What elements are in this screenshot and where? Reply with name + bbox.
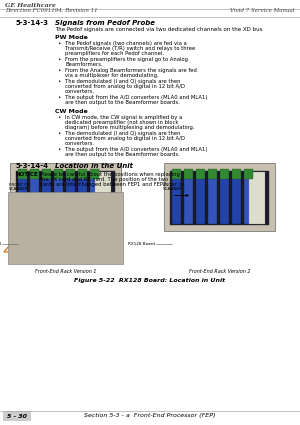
Text: 5-3-14-4: 5-3-14-4 [16, 163, 49, 169]
Text: preamplifiers for each Pedof channel.: preamplifiers for each Pedof channel. [65, 51, 164, 56]
FancyBboxPatch shape [16, 170, 115, 224]
Text: converted from analog to digital in 12 bit A/D: converted from analog to digital in 12 b… [65, 136, 185, 141]
Text: cards are interchanged between FEP1 and FEP2.: cards are interchanged between FEP1 and … [40, 181, 168, 187]
Text: FRONT OF
SCANNER: FRONT OF SCANNER [163, 183, 184, 191]
Text: From the preamplifiers the signal go to Analog: From the preamplifiers the signal go to … [65, 57, 188, 62]
Text: are then output to the Beamformer boards.: are then output to the Beamformer boards… [65, 100, 180, 105]
Text: Signals from Pedof Probe: Signals from Pedof Probe [55, 20, 155, 26]
FancyBboxPatch shape [18, 169, 27, 178]
Text: The demodulated (I and Q) signals are then: The demodulated (I and Q) signals are th… [65, 131, 181, 136]
FancyBboxPatch shape [95, 172, 111, 224]
Text: •: • [57, 57, 60, 62]
FancyBboxPatch shape [42, 169, 51, 178]
Text: •: • [57, 95, 60, 100]
FancyBboxPatch shape [42, 172, 51, 224]
Text: Front-End Rack Version 2: Front-End Rack Version 2 [189, 269, 250, 275]
Text: GE Healthcare: GE Healthcare [5, 3, 56, 8]
FancyBboxPatch shape [54, 172, 63, 224]
Polygon shape [164, 163, 275, 231]
FancyBboxPatch shape [172, 169, 181, 178]
FancyBboxPatch shape [66, 172, 75, 224]
Text: From the Analog Beamformers the signals are fed: From the Analog Beamformers the signals … [65, 68, 197, 73]
Text: via a multiplexer for demodulating.: via a multiplexer for demodulating. [65, 73, 159, 78]
Text: •: • [57, 115, 60, 120]
Text: are then output to the Beamformer boards.: are then output to the Beamformer boards… [65, 152, 180, 157]
FancyBboxPatch shape [90, 169, 99, 178]
FancyBboxPatch shape [244, 169, 253, 178]
Text: NOTICE: NOTICE [16, 172, 39, 177]
Text: Direction FC091194, Revision 11: Direction FC091194, Revision 11 [5, 8, 98, 13]
FancyBboxPatch shape [244, 172, 253, 224]
FancyBboxPatch shape [220, 169, 229, 178]
Text: converted from analog to digital in 12 bit A/D: converted from analog to digital in 12 b… [65, 84, 185, 89]
Text: dedicated preamplifier (not shown in block: dedicated preamplifier (not shown in blo… [65, 120, 178, 125]
Text: FRONT OF
SCANNER: FRONT OF SCANNER [9, 183, 30, 191]
FancyBboxPatch shape [172, 172, 181, 224]
FancyBboxPatch shape [184, 169, 193, 178]
FancyBboxPatch shape [90, 172, 99, 224]
Text: The Pedof signals (two channels) are fed via a: The Pedof signals (two channels) are fed… [65, 41, 187, 46]
FancyBboxPatch shape [220, 172, 229, 224]
FancyBboxPatch shape [18, 172, 27, 224]
Text: Section 5-3 - a  Front-End Processor (FEP): Section 5-3 - a Front-End Processor (FEP… [84, 414, 216, 419]
FancyBboxPatch shape [30, 172, 39, 224]
Polygon shape [10, 163, 121, 231]
Text: •: • [57, 68, 60, 73]
FancyBboxPatch shape [78, 169, 87, 178]
FancyBboxPatch shape [170, 170, 269, 224]
Text: RX128 Board: RX128 Board [128, 242, 155, 246]
Text: The output from the A/D converters (MLA0 and MLA1): The output from the A/D converters (MLA0… [65, 147, 208, 152]
FancyBboxPatch shape [78, 172, 87, 224]
Text: Location in the Unit: Location in the Unit [55, 163, 133, 169]
FancyBboxPatch shape [232, 172, 241, 224]
FancyBboxPatch shape [196, 172, 205, 224]
Text: converters.: converters. [65, 89, 95, 94]
Text: !: ! [8, 245, 10, 250]
Text: •: • [57, 147, 60, 152]
Text: Figure 5-22  RX128 Board: Location in Unit: Figure 5-22 RX128 Board: Location in Uni… [74, 278, 226, 283]
FancyBboxPatch shape [54, 169, 63, 178]
Text: RX128 Board: RX128 Board [0, 242, 1, 246]
Text: Transmit/Receive (T/R) switch and relays to three: Transmit/Receive (T/R) switch and relays… [65, 46, 195, 51]
Text: •: • [57, 79, 60, 84]
Text: 5 - 30: 5 - 30 [7, 414, 27, 419]
FancyBboxPatch shape [249, 172, 265, 224]
Text: the TX card and RX card. The position of the two: the TX card and RX card. The position of… [40, 177, 168, 182]
FancyBboxPatch shape [184, 172, 193, 224]
FancyBboxPatch shape [256, 172, 265, 224]
Text: In CW mode, the CW signal is amplified by a: In CW mode, the CW signal is amplified b… [65, 115, 182, 120]
FancyBboxPatch shape [208, 172, 217, 224]
Text: •: • [57, 131, 60, 136]
Text: •: • [57, 41, 60, 46]
Text: Please be careful about the positions when replacing: Please be careful about the positions wh… [40, 172, 180, 177]
FancyBboxPatch shape [66, 169, 75, 178]
FancyBboxPatch shape [208, 169, 217, 178]
Text: PW Mode: PW Mode [55, 35, 88, 40]
FancyBboxPatch shape [30, 169, 39, 178]
Text: Vivid 7 Service Manual: Vivid 7 Service Manual [230, 8, 295, 13]
Text: CW Mode: CW Mode [55, 109, 88, 114]
Text: diagram) before multiplexing and demodulating.: diagram) before multiplexing and demodul… [65, 125, 194, 130]
Text: converters.: converters. [65, 141, 95, 146]
Text: Front-End Rack Version 1: Front-End Rack Version 1 [35, 269, 96, 275]
FancyBboxPatch shape [196, 169, 205, 178]
FancyBboxPatch shape [102, 172, 111, 224]
Text: 5-3-14-3: 5-3-14-3 [16, 20, 49, 26]
Text: The Pedof signals are connected via two dedicated channels on the XD bus: The Pedof signals are connected via two … [55, 27, 262, 32]
Text: Beamformers.: Beamformers. [65, 62, 103, 67]
Text: The output from the A/D converters (MLA0 and MLA1): The output from the A/D converters (MLA0… [65, 95, 208, 100]
FancyBboxPatch shape [232, 169, 241, 178]
Text: The demodulated (I and Q) signals are then: The demodulated (I and Q) signals are th… [65, 79, 181, 84]
